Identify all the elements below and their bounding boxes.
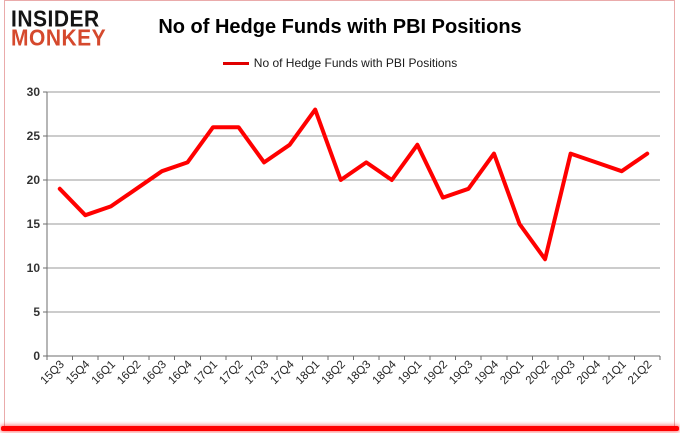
x-axis-label: 19Q3	[447, 359, 475, 387]
x-axis-label: 21Q1	[600, 359, 628, 387]
x-axis-label: 19Q1	[396, 359, 424, 387]
x-axis-label: 20Q2	[524, 359, 552, 387]
x-axis-label: 17Q3	[243, 359, 271, 387]
logo-monkey-text: MONKEY	[11, 26, 107, 51]
x-axis-label: 16Q3	[141, 359, 169, 387]
x-axis-label: 16Q1	[90, 359, 118, 387]
y-axis-label: 10	[27, 261, 41, 275]
x-axis-label: 19Q4	[473, 358, 502, 387]
x-axis-label: 18Q4	[371, 358, 400, 387]
legend-line-swatch	[222, 61, 249, 65]
y-axis-label: 25	[27, 129, 41, 143]
chart-legend: No of Hedge Funds with PBI Positions	[0, 56, 680, 70]
x-axis-label: 19Q2	[422, 359, 450, 387]
x-axis-label: 18Q1	[294, 359, 322, 387]
x-axis-label: 20Q1	[498, 359, 526, 387]
x-axis-label: 18Q3	[345, 359, 373, 387]
x-axis-label: 16Q2	[115, 359, 143, 387]
x-axis-label: 17Q1	[192, 359, 220, 387]
insider-monkey-logo: INSIDER MONKEY	[11, 6, 107, 51]
legend-label: No of Hedge Funds with PBI Positions	[253, 56, 458, 70]
logo-insider-text: INSIDER	[11, 6, 100, 32]
y-axis-label: 5	[33, 305, 40, 319]
x-axis-label: 20Q4	[575, 358, 604, 387]
bottom-red-bar	[1, 426, 679, 431]
y-axis-label: 30	[27, 85, 41, 99]
x-axis-label: 17Q4	[268, 358, 297, 387]
x-axis-label: 16Q4	[166, 358, 195, 387]
series-line	[57, 107, 650, 262]
x-axis-label: 21Q2	[626, 359, 654, 387]
x-axis-label: 15Q3	[39, 359, 67, 387]
y-axis-label: 15	[27, 217, 41, 231]
y-axis-label: 0	[33, 349, 40, 363]
x-axis-label: 18Q2	[319, 359, 347, 387]
x-axis-label: 15Q4	[64, 358, 93, 387]
chart-title: No of Hedge Funds with PBI Positions	[158, 16, 522, 38]
x-axis-label: 20Q3	[549, 359, 577, 387]
x-axis-label: 17Q2	[217, 359, 245, 387]
y-axis-label: 20	[27, 173, 41, 187]
